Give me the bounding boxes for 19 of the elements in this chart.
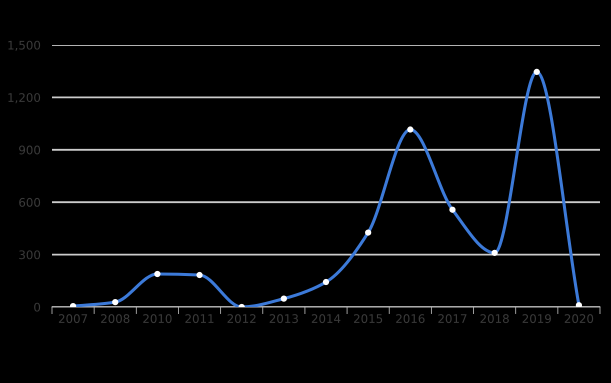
x-tick-label: 2011 [185, 314, 214, 324]
x-tick-label: 2010 [143, 314, 172, 324]
x-tick-label: 2017 [438, 314, 466, 324]
x-tick-label: 2020 [564, 314, 594, 324]
y-tick-label: 1,500 [8, 40, 40, 51]
x-tick-label: 2019 [522, 314, 551, 324]
x-tick-label: 2016 [396, 314, 425, 324]
x-tick-label: 2012 [228, 314, 256, 324]
x-tick-label: 2015 [354, 314, 382, 324]
x-tick-label: 2014 [312, 314, 340, 324]
y-tick-label: 0 [34, 302, 40, 312]
x-tick-label: 2018 [480, 314, 509, 324]
x-tick-label: 2013 [270, 314, 298, 324]
y-tick-label: 300 [19, 250, 40, 260]
y-tick-label: 600 [19, 198, 40, 207]
y-tick-label: 1,200 [8, 93, 40, 104]
y-tick-label: 900 [19, 146, 40, 154]
x-tick-label: 2007 [58, 314, 88, 324]
x-tick-label: 2008 [101, 314, 130, 324]
